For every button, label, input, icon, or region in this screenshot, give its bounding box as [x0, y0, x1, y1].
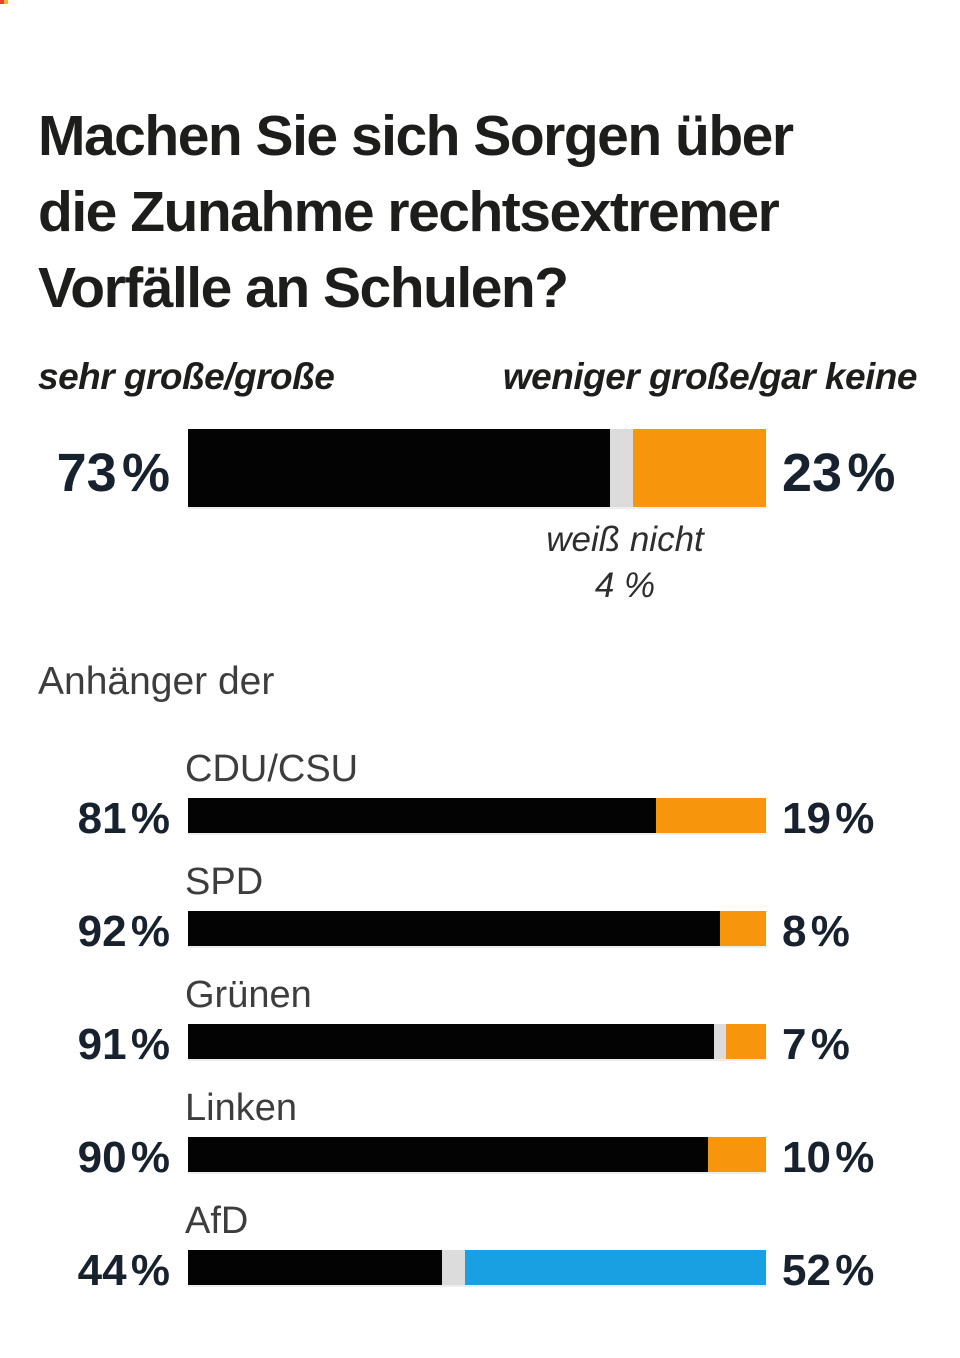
party-label: AfD — [185, 1200, 249, 1242]
party-worried-value: 81 % — [77, 794, 170, 843]
party-worried-value: 90 % — [77, 1133, 170, 1182]
dont-know-annotation-label: weiß nicht — [546, 520, 704, 559]
party-bar — [188, 1137, 766, 1172]
party-bar-4-segment-2 — [465, 1250, 766, 1285]
party-not-worried-value: 8 % — [782, 907, 850, 956]
party-bar-1-segment-1 — [719, 911, 766, 946]
dont-know-annotation-value: 4 % — [594, 566, 656, 605]
party-row-afd: AfD 44 % 52 % — [0, 1200, 960, 1313]
party-bar — [188, 1250, 766, 1285]
party-bar-4-segment-0 — [188, 1250, 443, 1285]
legend-label-not-worried: weniger große/gar keine — [502, 356, 918, 397]
party-bar-1-segment-0 — [188, 911, 720, 946]
legend-label-worried: sehr große/große — [38, 356, 335, 397]
party-bar-3-segment-1 — [708, 1137, 766, 1172]
overall-bar-segment-1 — [609, 429, 634, 507]
party-not-worried-value: 52 % — [782, 1246, 875, 1295]
overall-not-worried-value: 23 % — [782, 443, 896, 503]
page-title: Machen Sie sich Sorgen über die Zunahme … — [38, 104, 794, 321]
party-row-linken: Linken 90 % 10 % — [0, 1087, 960, 1200]
party-row-cdu-csu: CDU/CSU 81 % 19 % — [0, 748, 960, 861]
groups-heading: Anhänger der — [38, 660, 275, 703]
party-worried-value: 91 % — [77, 1020, 170, 1069]
overall-bar-segment-0 — [188, 429, 610, 507]
party-worried-value: 44 % — [77, 1246, 170, 1295]
party-not-worried-value: 19 % — [782, 794, 875, 843]
overall-worried-value: 73 % — [56, 443, 170, 503]
party-bar-0-segment-1 — [656, 798, 766, 833]
party-bar-4-segment-1 — [442, 1250, 466, 1285]
party-bar — [188, 798, 766, 833]
party-bar-2-segment-2 — [725, 1024, 766, 1059]
party-bar-2-segment-1 — [713, 1024, 726, 1059]
corner-mark — [0, 0, 8, 4]
party-bar — [188, 1024, 766, 1059]
party-bar-3-segment-0 — [188, 1137, 709, 1172]
party-bar-0-segment-0 — [188, 798, 657, 833]
party-bar — [188, 911, 766, 946]
party-not-worried-value: 7 % — [782, 1020, 850, 1069]
party-label: SPD — [185, 861, 264, 903]
overall-bar — [188, 429, 766, 507]
party-row-spd: SPD 92 % 8 % — [0, 861, 960, 974]
overall-bar-segment-2 — [633, 429, 766, 507]
party-bar-2-segment-0 — [188, 1024, 714, 1059]
party-not-worried-value: 10 % — [782, 1133, 875, 1182]
party-label: Grünen — [185, 974, 312, 1016]
party-label: CDU/CSU — [185, 748, 359, 790]
party-label: Linken — [185, 1087, 297, 1129]
party-worried-value: 92 % — [77, 907, 170, 956]
party-row-gr-nen: Grünen 91 % 7 % — [0, 974, 960, 1087]
